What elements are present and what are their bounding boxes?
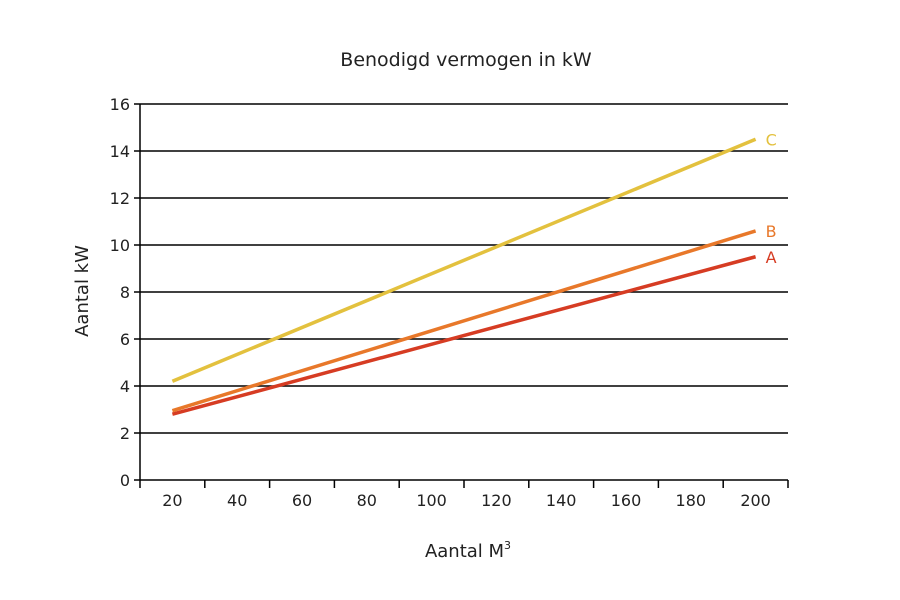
x-tick-label-100: 100 (416, 491, 447, 510)
series-label-a: A (766, 248, 777, 267)
x-tick-label-200: 200 (740, 491, 771, 510)
y-tick-label-8: 8 (120, 283, 130, 302)
y-tick-label-16: 16 (110, 95, 130, 114)
series-lines (171, 137, 757, 416)
axes (134, 103, 789, 488)
grid-lines (140, 103, 788, 434)
y-tick-label-6: 6 (120, 330, 130, 349)
series-line-b (171, 229, 757, 413)
x-tick-label-160: 160 (611, 491, 642, 510)
x-tick-label-20: 20 (162, 491, 182, 510)
x-tick-label-180: 180 (676, 491, 707, 510)
y-tick-label-14: 14 (110, 142, 130, 161)
series-line-c (171, 137, 757, 383)
x-tick-label-60: 60 (292, 491, 312, 510)
x-axis-label: Aantal M3 (425, 539, 511, 562)
y-tick-label-10: 10 (110, 236, 130, 255)
y-tick-label-12: 12 (110, 189, 130, 208)
x-axis-label-text: Aantal M (425, 541, 504, 562)
chart-title: Benodigd vermogen in kW (340, 49, 592, 71)
x-tick-label-120: 120 (481, 491, 512, 510)
y-axis-label: Aantal kW (72, 245, 93, 337)
x-tick-label-140: 140 (546, 491, 577, 510)
y-tick-label-4: 4 (120, 377, 130, 396)
series-label-b: B (766, 222, 777, 241)
x-axis-label-superscript: 3 (504, 539, 511, 552)
tick-labels: 0 2 4 6 8 10 12 14 16 20 40 60 80 100 120 140 160 180 200 A… (110, 95, 777, 510)
x-tick-label-80: 80 (357, 491, 377, 510)
y-tick-label-2: 2 (120, 424, 130, 443)
series-label-c: C (766, 130, 777, 149)
x-tick-label-40: 40 (227, 491, 247, 510)
series-line-a (171, 255, 757, 416)
y-tick-label-0: 0 (120, 471, 130, 490)
